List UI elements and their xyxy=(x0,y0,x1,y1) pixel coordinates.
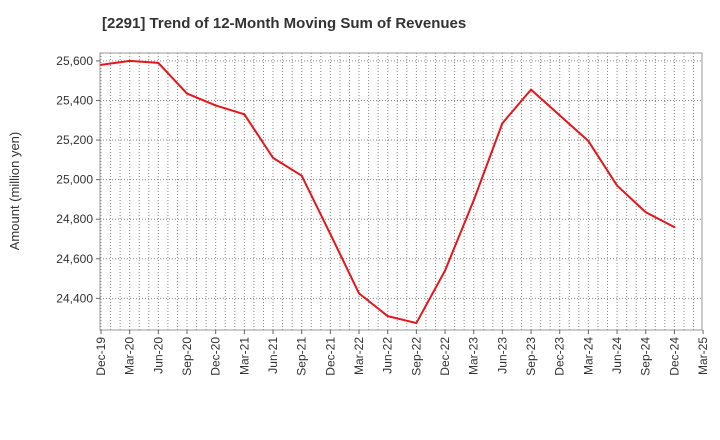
plot-frame xyxy=(99,52,703,331)
data-point xyxy=(300,174,303,177)
data-point xyxy=(100,63,102,66)
data-point xyxy=(329,233,332,236)
grid-lines xyxy=(100,53,702,330)
data-point xyxy=(472,199,475,202)
x-tick-label: Jun-22 xyxy=(381,337,395,374)
x-tick-label: Jun-20 xyxy=(151,337,165,374)
y-tick-label: 25,600 xyxy=(56,54,93,68)
x-tick-label: Sep-22 xyxy=(409,337,423,376)
x-tick-label: Mar-20 xyxy=(123,337,137,375)
x-tick-label: Mar-24 xyxy=(581,337,595,375)
x-tick-label: Jun-21 xyxy=(266,337,280,374)
data-point xyxy=(558,114,561,117)
data-point xyxy=(272,156,275,159)
x-axis: Dec-19 Mar-20 Jun-20 Sep-20 Dec-20 Mar-21 Jun-… xyxy=(94,330,710,376)
data-point xyxy=(415,322,418,325)
data-point xyxy=(444,269,447,272)
y-axis-label: Amount (million yen) xyxy=(7,132,22,251)
data-point xyxy=(616,184,619,187)
data-point xyxy=(386,315,389,318)
x-tick-label: Jun-23 xyxy=(495,337,509,374)
x-tick-label: Mar-21 xyxy=(237,337,251,375)
x-tick-label: Sep-21 xyxy=(295,337,309,376)
data-point xyxy=(358,292,361,295)
x-tick-label: Dec-23 xyxy=(553,337,567,376)
data-point xyxy=(243,113,246,116)
x-tick-label: Mar-23 xyxy=(467,337,481,375)
y-tick-label: 24,600 xyxy=(56,252,93,266)
chart-title: [2291] Trend of 12-Month Moving Sum of R… xyxy=(102,15,467,32)
x-tick-label: Dec-20 xyxy=(209,337,223,376)
x-tick-label: Dec-21 xyxy=(323,337,337,376)
x-tick-label: Sep-23 xyxy=(524,337,538,376)
data-point xyxy=(673,226,676,229)
data-point xyxy=(128,59,131,62)
y-tick-label: 25,400 xyxy=(56,93,93,107)
x-tick-label: Sep-20 xyxy=(180,337,194,376)
x-tick-label: Jun-24 xyxy=(610,337,624,374)
data-point xyxy=(186,92,189,95)
x-tick-label: Dec-22 xyxy=(438,337,452,376)
x-tick-label: Sep-24 xyxy=(639,337,653,376)
data-point xyxy=(644,211,647,214)
data-point xyxy=(587,140,590,143)
data-point xyxy=(501,122,504,125)
y-tick-label: 24,800 xyxy=(56,212,93,226)
data-point xyxy=(530,88,533,91)
data-point xyxy=(214,104,217,107)
series-layer xyxy=(100,59,676,325)
x-tick-label: Dec-24 xyxy=(667,337,681,376)
x-tick-label: Dec-19 xyxy=(94,337,108,376)
y-tick-label: 25,000 xyxy=(56,173,93,187)
x-tick-label: Mar-22 xyxy=(352,337,366,375)
y-tick-label: 25,200 xyxy=(56,133,93,147)
y-tick-label: 24,400 xyxy=(56,291,93,305)
x-tick-label: Mar-25 xyxy=(696,337,710,375)
y-axis: 24,400 24,600 24,800 25,000 25,200 25,400 25,6… xyxy=(56,54,100,305)
data-point xyxy=(157,61,160,64)
